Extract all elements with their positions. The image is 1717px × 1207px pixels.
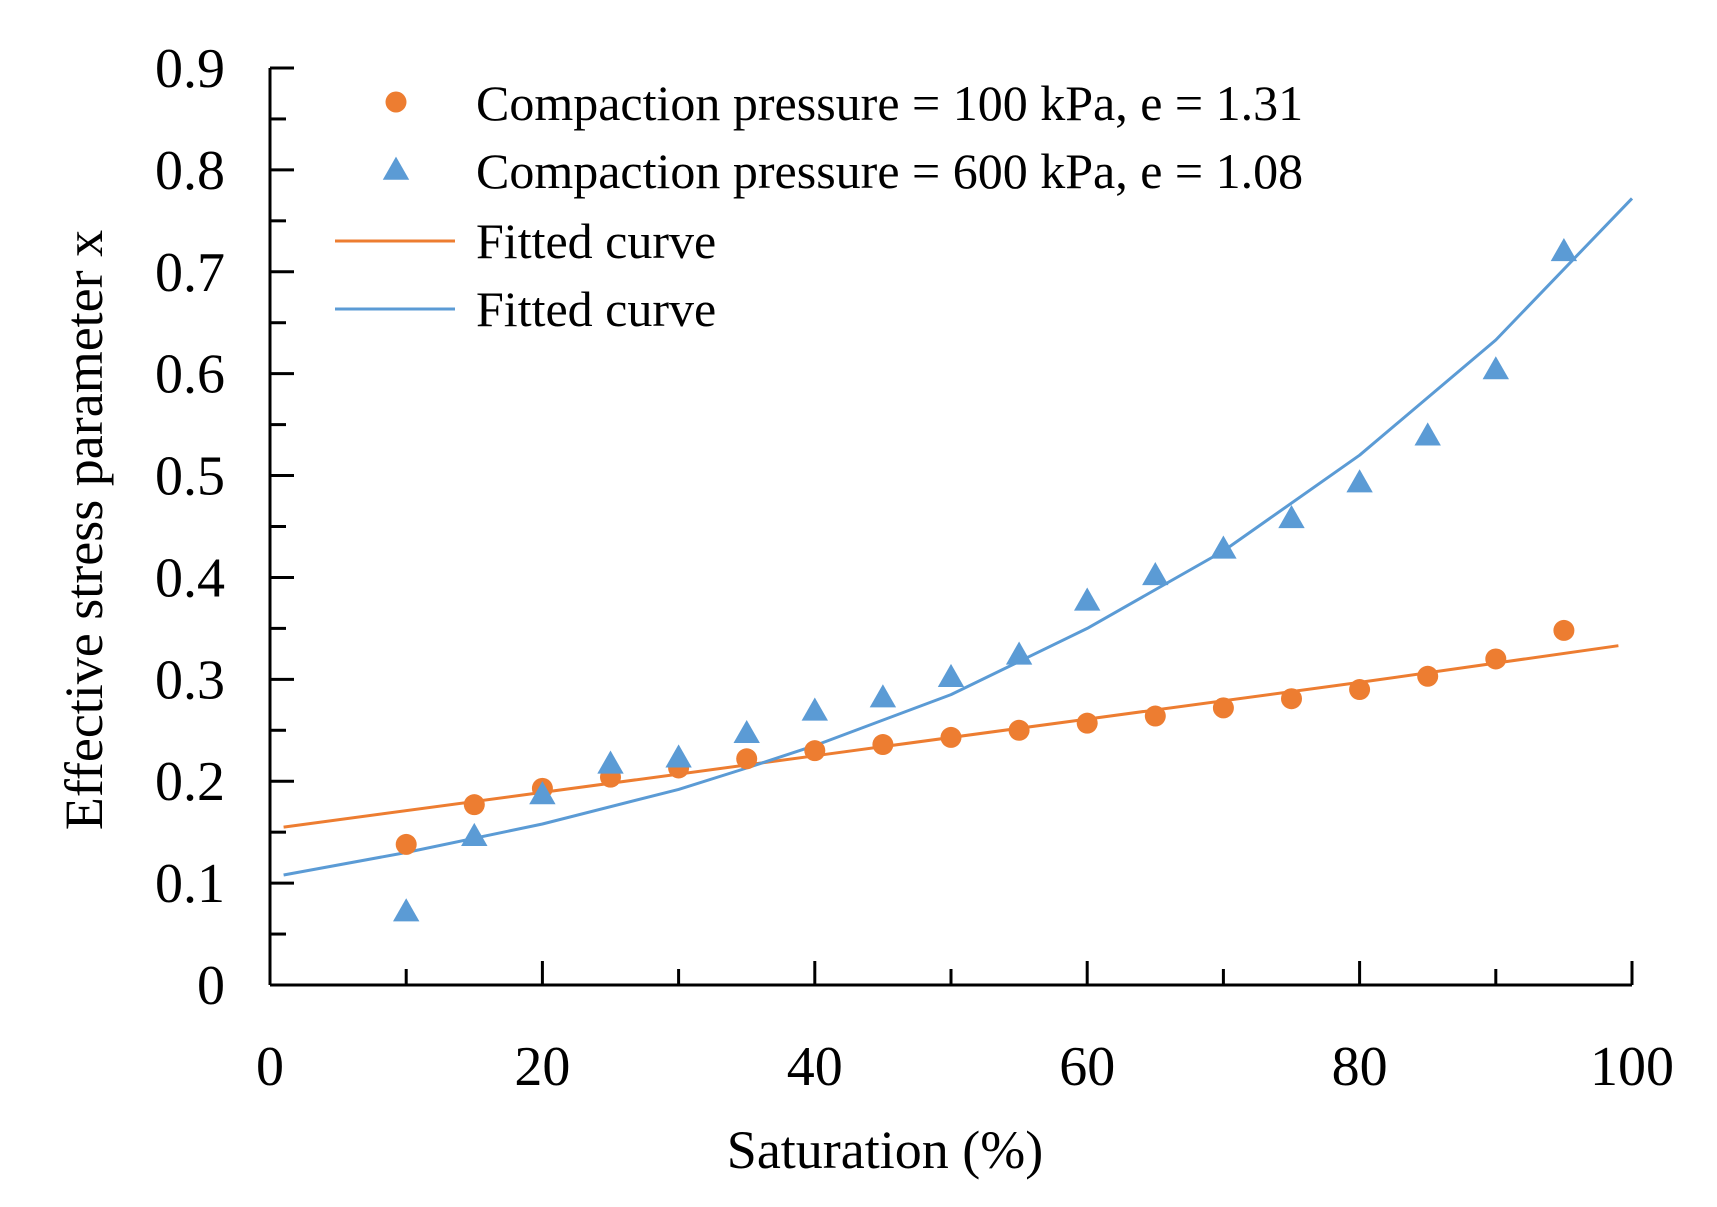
- circle-point-0: [395, 833, 417, 855]
- legend-circle-swatch: [385, 91, 407, 113]
- y-axis-title: Effective stress parameter x: [54, 230, 114, 830]
- legend-label: Compaction pressure = 600 kPa, e = 1.08: [476, 143, 1303, 199]
- triangle-point-1: [869, 684, 897, 708]
- circle-point-0: [736, 748, 758, 770]
- circle-point-0: [463, 794, 485, 816]
- triangle-point-1: [529, 781, 556, 805]
- legend-label: Fitted curve: [476, 281, 716, 337]
- x-tick-label: 80: [1332, 1036, 1388, 1098]
- triangle-point-1: [461, 822, 488, 846]
- y-tick-label: 0.2: [155, 751, 225, 813]
- y-tick-label: 0.1: [155, 853, 225, 915]
- triangle-point-1: [1142, 562, 1169, 586]
- triangle-point-1: [1346, 469, 1373, 493]
- x-axis-title: Saturation (%): [727, 1120, 1043, 1180]
- circle-point-0: [1281, 688, 1302, 710]
- circle-point-0: [1417, 665, 1439, 687]
- axes: 0 0.1 0.2 0.3 0.4 0.5 0.6 0.7 0.8 0.9 0 20 40 60 80 100…: [54, 38, 1674, 1180]
- legend-label: Fitted curve: [476, 213, 716, 269]
- x-tick-label: 40: [787, 1036, 843, 1098]
- triangle-point-1: [1005, 641, 1033, 665]
- y-tick-label: 0.3: [155, 649, 225, 711]
- x-tick-label: 60: [1059, 1036, 1115, 1098]
- circle-point-0: [1349, 679, 1371, 701]
- circle-point-0: [1212, 697, 1234, 719]
- triangle-point-1: [597, 750, 624, 774]
- circle-point-0: [872, 734, 894, 756]
- x-tick-label: 0: [256, 1036, 284, 1098]
- triangle-point-1: [937, 663, 965, 688]
- triangle-point-1: [1482, 356, 1509, 380]
- triangle-point-1: [1074, 587, 1101, 611]
- legend-triangle-swatch: [382, 156, 410, 180]
- y-tick-label: 0.7: [155, 242, 225, 304]
- legend-label: Compaction pressure = 100 kPa, e = 1.31: [476, 75, 1303, 131]
- fitted-curve-line-3: [283, 197, 1634, 877]
- y-tick-label: 0.9: [155, 38, 225, 100]
- triangle-point-1: [1210, 535, 1237, 559]
- triangle-point-1: [733, 719, 760, 744]
- y-tick-label: 0.4: [155, 547, 225, 609]
- circle-point-0: [940, 726, 962, 748]
- triangle-point-1: [393, 898, 420, 922]
- circle-point-0: [1144, 705, 1166, 727]
- y-tick-label: 0.6: [155, 344, 225, 406]
- y-tick-label: 0: [197, 955, 225, 1017]
- y-tick-label: 0.5: [155, 446, 225, 508]
- triangle-point-1: [1414, 422, 1441, 446]
- circle-point-0: [1553, 619, 1575, 641]
- y-tick-label: 0.8: [155, 140, 225, 202]
- circle-point-0: [1008, 719, 1030, 741]
- triangle-point-1: [1550, 238, 1578, 262]
- legend: Compaction pressure = 100 kPa, e = 1.31 C…: [335, 75, 1303, 337]
- x-tick-label: 20: [514, 1036, 570, 1098]
- x-tick-label: 100: [1590, 1036, 1674, 1098]
- circle-point-0: [804, 740, 826, 762]
- data-points: [393, 238, 1578, 922]
- circle-point-0: [1485, 648, 1507, 670]
- triangle-point-1: [665, 744, 692, 768]
- circle-point-0: [1076, 712, 1098, 734]
- triangle-point-1: [801, 697, 828, 721]
- triangle-point-1: [1278, 504, 1305, 529]
